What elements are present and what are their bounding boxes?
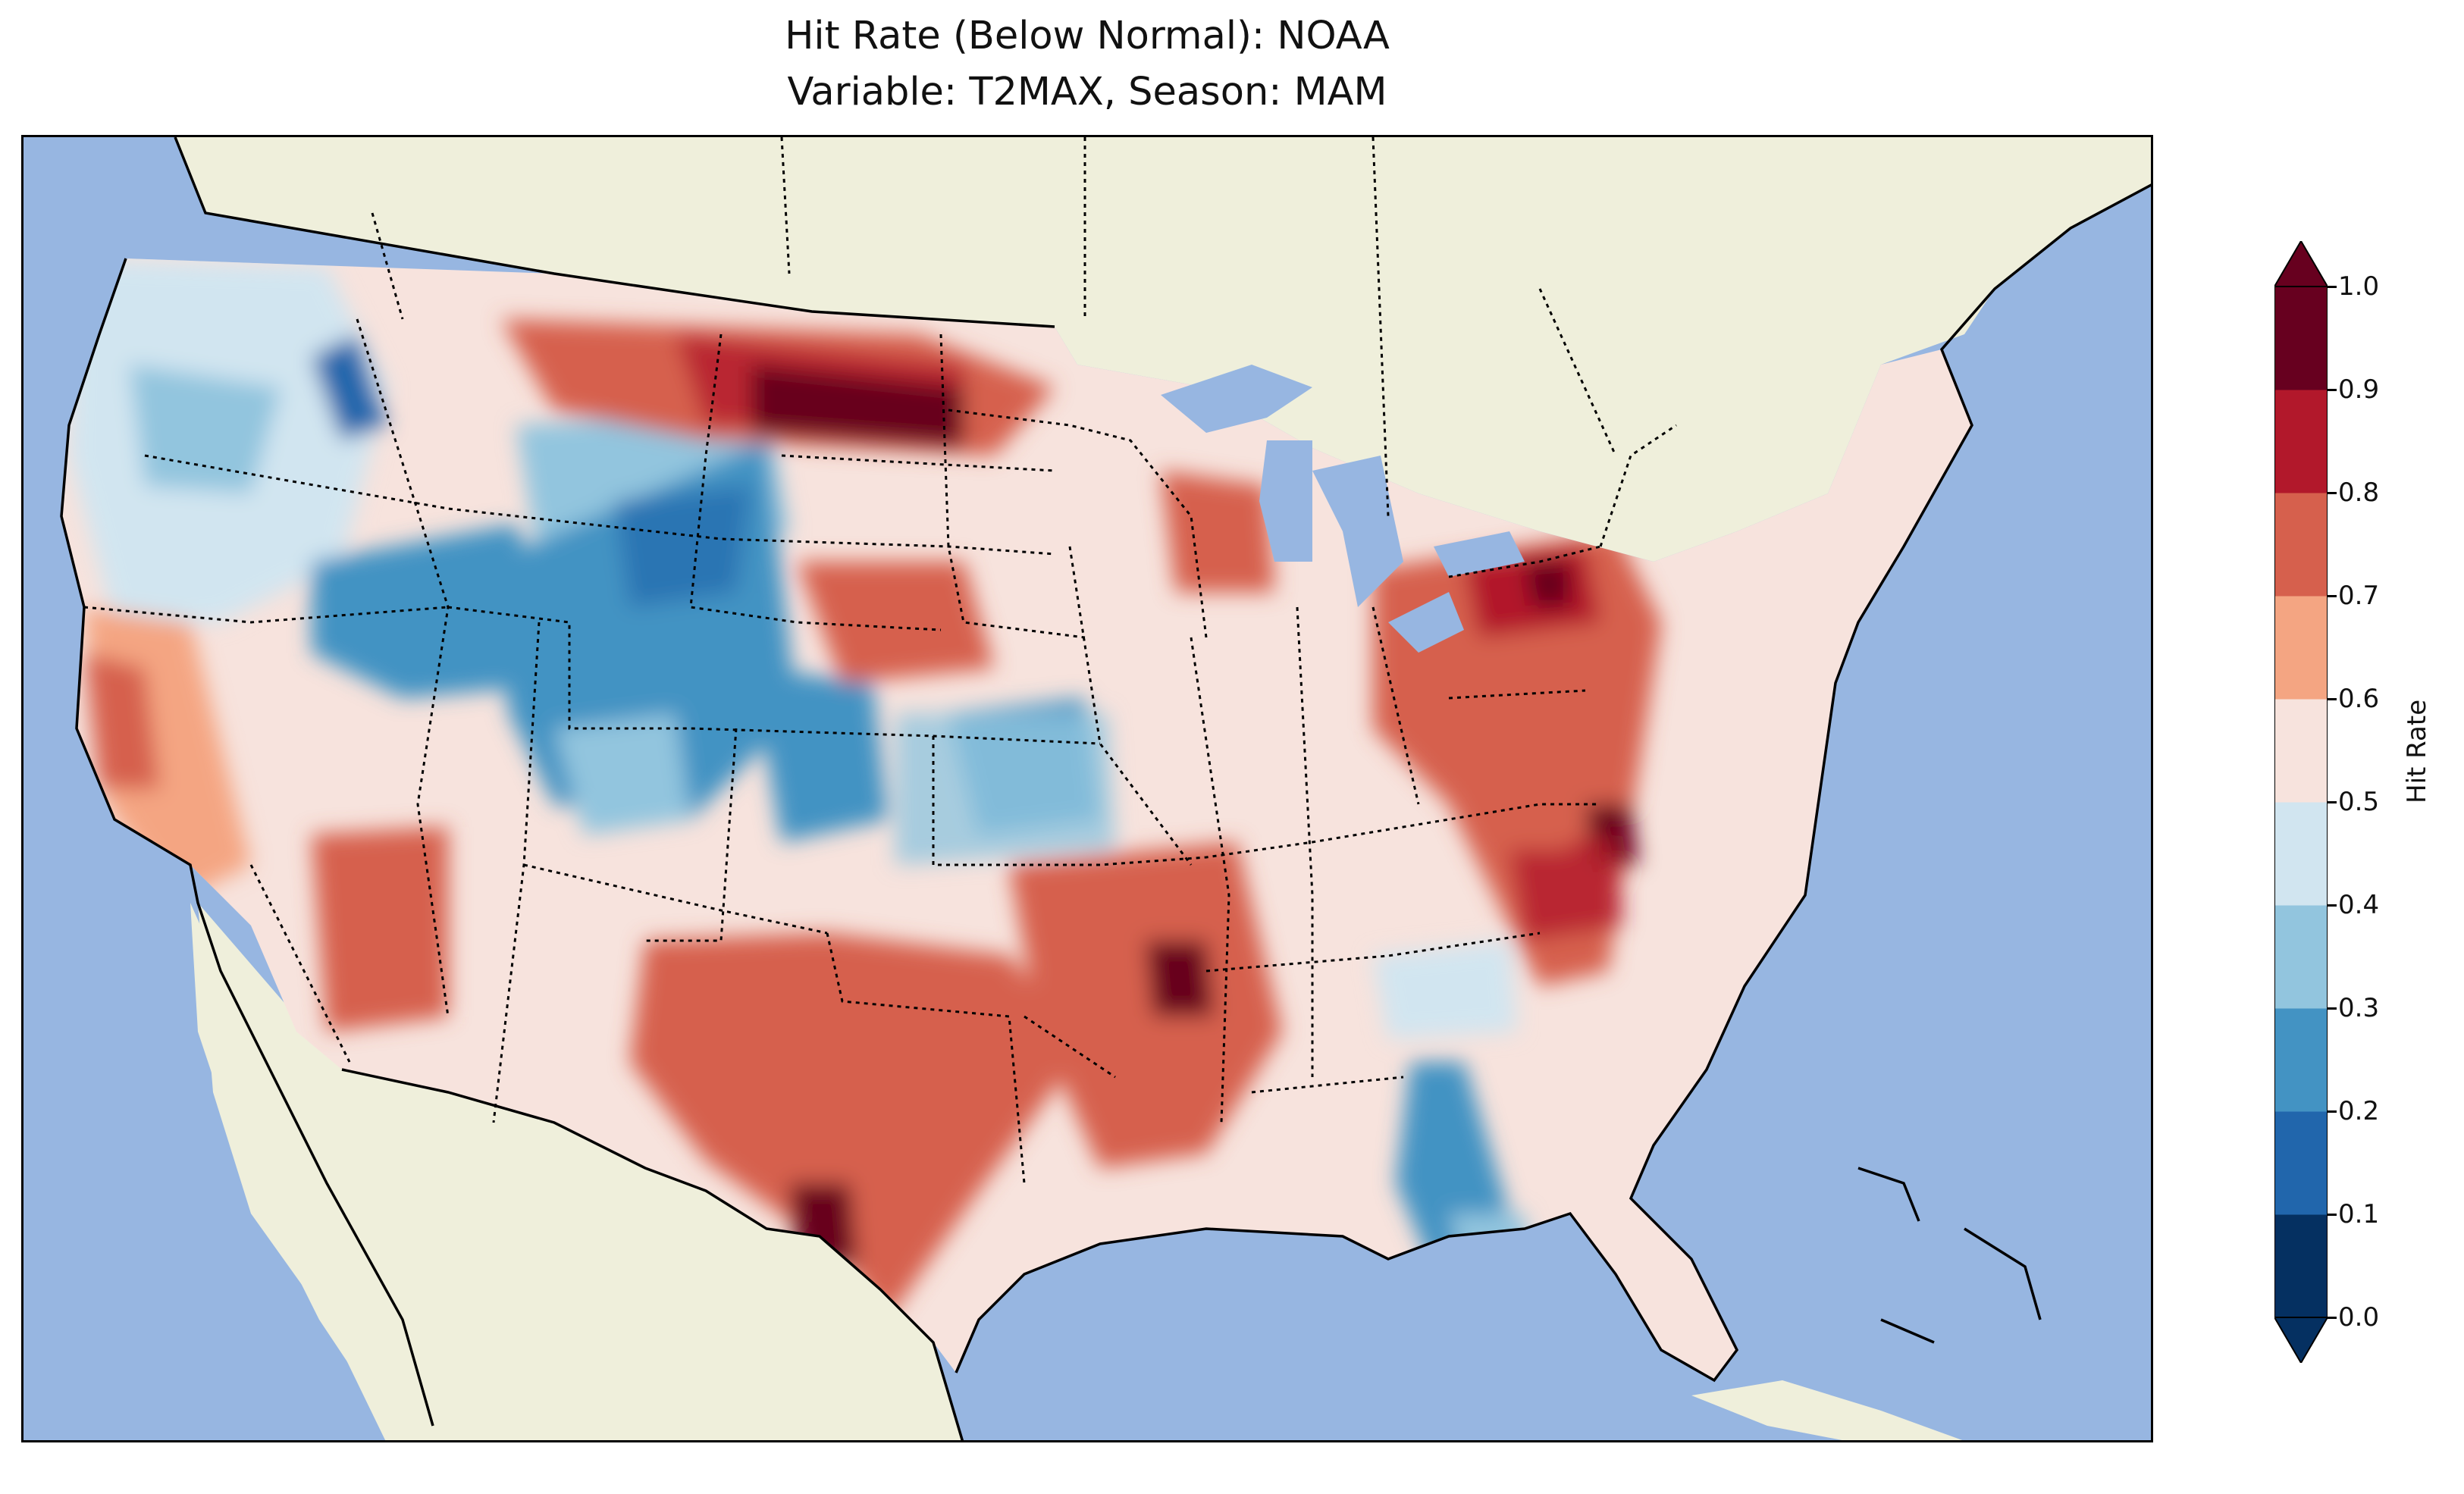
colorbar-tick-label: 0.2 [2327, 1096, 2380, 1126]
map-title-line1: Hit Rate (Below Normal): NOAA [785, 14, 1390, 58]
colorbar-label: Hit Rate [2402, 699, 2432, 803]
colorbar-tick-label: 0.0 [2327, 1302, 2380, 1333]
colorbar [2274, 241, 2328, 1363]
colorbar-band [2274, 390, 2328, 493]
colorbar-band [2274, 287, 2328, 390]
colorbar-extend-min [2274, 1317, 2328, 1363]
map-canvas [24, 137, 2151, 1440]
colorbar-band [2274, 802, 2328, 906]
map-title-line2: Variable: T2MAX, Season: MAM [787, 70, 1387, 114]
great-lakes [1161, 365, 1525, 653]
colorbar-tick-label: 0.9 [2327, 374, 2380, 405]
colorbar-tick-label: 0.1 [2327, 1199, 2380, 1229]
state-boundaries [83, 137, 1677, 1184]
colorbar-band [2274, 1214, 2328, 1318]
colorbar-band [2274, 493, 2328, 597]
colorbar-band [2274, 596, 2328, 700]
colorbar-band [2274, 1111, 2328, 1215]
colorbar-extend-max [2274, 241, 2328, 287]
colorbar-tick-label: 0.6 [2327, 684, 2380, 714]
cuba-land [1691, 1380, 1963, 1440]
colorbar-tick-label: 0.4 [2327, 890, 2380, 920]
coastlines [60, 137, 2151, 1440]
canada-land [175, 137, 2151, 562]
colorbar-tick-label: 0.8 [2327, 478, 2380, 508]
colorbar-band [2274, 905, 2328, 1009]
colorbar-band [2274, 699, 2328, 803]
colorbar-tick-label: 0.7 [2327, 581, 2380, 611]
colorbar-tick-label: 0.3 [2327, 993, 2380, 1023]
colorbar-tick-label: 1.0 [2327, 271, 2380, 302]
map-panel [21, 135, 2153, 1442]
colorbar-band [2274, 1008, 2328, 1112]
colorbar-tick-label: 0.5 [2327, 787, 2380, 817]
